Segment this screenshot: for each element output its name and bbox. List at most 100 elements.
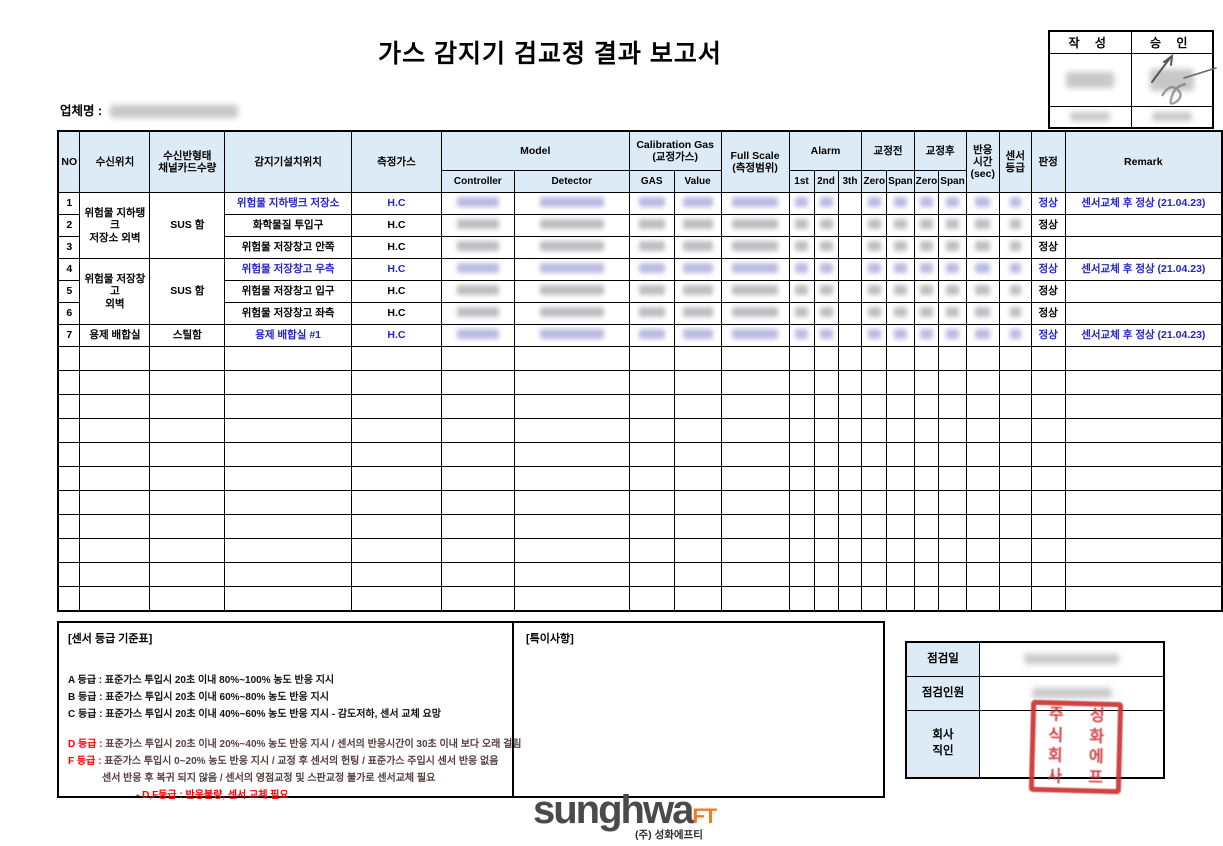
empty-cell xyxy=(938,586,967,611)
empty-cell xyxy=(149,466,226,491)
empty-cell xyxy=(998,514,1032,539)
redacted-cell xyxy=(886,280,915,303)
empty-cell xyxy=(513,466,630,491)
col-header-detector-location: 감지기설치위치 xyxy=(224,130,352,193)
empty-cell xyxy=(837,562,863,587)
redacted-cell xyxy=(513,192,630,215)
row-no-cell: 1 xyxy=(57,192,81,215)
empty-cell xyxy=(513,442,630,467)
empty-cell xyxy=(224,418,352,443)
judgement-cell: 정상 xyxy=(1030,236,1066,259)
redacted-signature xyxy=(1066,71,1115,88)
empty-cell xyxy=(998,538,1032,563)
empty-cell xyxy=(720,562,790,587)
redacted-value xyxy=(638,306,665,317)
redacted-cell xyxy=(673,258,722,281)
redacted-value xyxy=(819,284,833,295)
empty-cell xyxy=(57,418,81,443)
col-header-alarm-1st: 1st xyxy=(788,170,815,193)
redacted-value xyxy=(919,284,933,295)
redacted-cell xyxy=(965,236,1000,259)
empty-cell xyxy=(440,514,515,539)
redacted-cell xyxy=(861,302,888,325)
detector-location-cell: 화학물질 투입구 xyxy=(224,214,352,237)
empty-cell xyxy=(965,466,1000,491)
empty-cell xyxy=(938,346,967,371)
redacted-value xyxy=(732,240,779,251)
empty-cell xyxy=(788,394,815,419)
table-row: 1 위험물 지하탱크 저장소 외벽 SUS 함 위험물 지하탱크 저장소 H.C 정상 센서… xyxy=(57,192,1223,259)
empty-cell xyxy=(998,418,1032,443)
empty-cell xyxy=(224,346,352,371)
empty-cell xyxy=(837,442,863,467)
redacted-value xyxy=(795,240,809,251)
col-header-sensor-grade: 센서 등급 xyxy=(998,130,1032,193)
redacted-cell xyxy=(788,280,815,303)
redacted-value xyxy=(819,328,833,339)
empty-cell xyxy=(813,466,839,491)
redacted-cell xyxy=(938,324,967,347)
empty-cell xyxy=(149,418,226,443)
empty-cell xyxy=(913,466,940,491)
redacted-cell xyxy=(440,280,515,303)
empty-cell xyxy=(351,490,442,515)
empty-cell xyxy=(149,586,226,611)
empty-cell xyxy=(837,418,863,443)
empty-cell xyxy=(57,346,81,371)
empty-cell xyxy=(965,586,1000,611)
empty-cell xyxy=(57,586,81,611)
empty-cell xyxy=(813,562,839,587)
note-text: - D,F등급 : 반응불량, 센서 교체 필요 xyxy=(136,790,289,801)
empty-cell xyxy=(886,370,915,395)
remark-cell xyxy=(1064,236,1223,259)
empty-cell xyxy=(224,490,352,515)
redacted-value xyxy=(732,306,779,317)
empty-cell xyxy=(965,418,1000,443)
empty-cell xyxy=(998,442,1032,467)
redacted-cell xyxy=(513,258,630,281)
panel-type-cell: SUS 함 xyxy=(149,258,226,325)
redacted-value xyxy=(638,328,665,339)
empty-cell xyxy=(720,586,790,611)
redacted-cell xyxy=(628,192,675,215)
col-header-detector: Detector xyxy=(513,170,630,193)
redacted-value xyxy=(867,196,881,207)
redacted-value xyxy=(539,240,604,251)
empty-cell xyxy=(351,466,442,491)
redacted-value xyxy=(946,262,959,273)
gas-cell: H.C xyxy=(351,236,442,259)
empty-cell xyxy=(788,562,815,587)
col-header-response-time: 반응 시간 (sec) xyxy=(965,130,1000,193)
empty-cell xyxy=(720,346,790,371)
empty-cell xyxy=(788,490,815,515)
empty-cell xyxy=(440,490,515,515)
empty-cell xyxy=(673,538,722,563)
empty-cell xyxy=(813,370,839,395)
redacted-cell xyxy=(886,258,915,281)
seal-char: 에 xyxy=(1088,748,1104,766)
empty-cell xyxy=(513,418,630,443)
grade-note-line: C 등급 : 표준가스 투입시 20초 이내 40%~60% 농도 반응 지시 … xyxy=(68,706,503,723)
redacted-value xyxy=(867,284,881,295)
redacted-cell xyxy=(628,236,675,259)
empty-cell xyxy=(1030,370,1066,395)
empty-cell xyxy=(837,538,863,563)
redacted-cell xyxy=(938,280,967,303)
redacted-cell xyxy=(886,192,915,215)
empty-cell xyxy=(965,538,1000,563)
empty-cell xyxy=(628,394,675,419)
redacted-cell xyxy=(673,236,722,259)
empty-cell xyxy=(788,586,815,611)
empty-cell xyxy=(351,514,442,539)
col-header-judgement: 판정 xyxy=(1030,130,1066,193)
empty-cell xyxy=(440,562,515,587)
empty-cell xyxy=(913,490,940,515)
row-no-cell: 2 xyxy=(57,214,81,237)
redacted-value xyxy=(893,328,907,339)
empty-cell xyxy=(1030,346,1066,371)
empty-cell xyxy=(886,538,915,563)
redacted-value xyxy=(539,328,604,339)
empty-cell xyxy=(938,442,967,467)
redacted-cell xyxy=(440,214,515,237)
